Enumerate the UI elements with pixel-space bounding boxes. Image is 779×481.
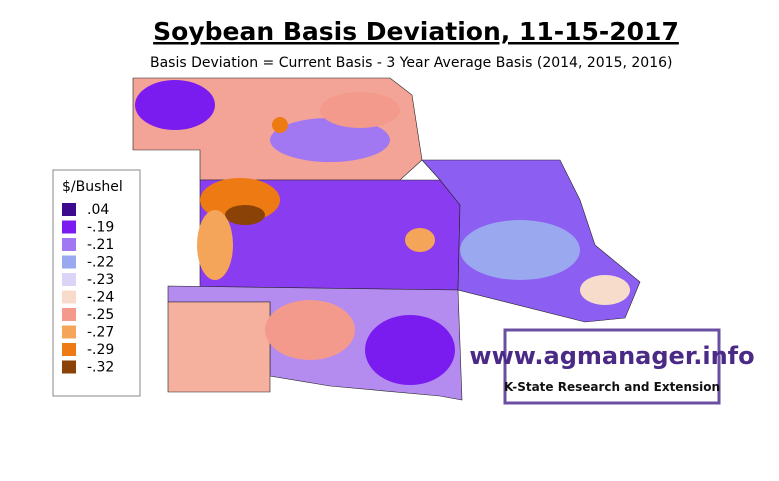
texas-panhandle [167, 301, 271, 393]
legend-label: -.21 [87, 237, 114, 253]
legend-label: -.25 [87, 307, 114, 323]
legend-swatch [62, 238, 76, 251]
legend-swatch [62, 308, 76, 321]
legend-label: -.19 [87, 220, 114, 236]
legend-label: -.29 [87, 342, 114, 358]
legend-swatch [62, 325, 76, 339]
legend-items: .04 -.19-.21 -.22-.23 -.24-.25 -.27-.29 -.32 [62, 202, 114, 376]
legend-swatch [62, 220, 76, 234]
logo-org: K-State Research and Extension [504, 380, 720, 394]
legend-label: -.22 [87, 255, 114, 271]
map [132, 77, 721, 405]
legend-label: -.23 [87, 272, 114, 288]
legend-swatch [62, 290, 76, 304]
legend-swatch [62, 343, 76, 356]
legend-label: .04 [87, 202, 109, 218]
legend-swatch [62, 203, 76, 216]
legend-label: -.32 [87, 360, 114, 376]
legend-label: -.27 [87, 325, 114, 341]
logo-url: www.agmanager.info [469, 342, 754, 370]
shading [135, 80, 630, 385]
legend-swatch [62, 360, 76, 374]
legend-swatch [62, 273, 76, 286]
legend-label: -.24 [87, 290, 114, 306]
legend-title: $/Bushel [62, 179, 123, 195]
title: Soybean Basis Deviation, 11-15-2017 [153, 17, 679, 46]
legend-swatch [62, 255, 76, 269]
subtitle: Basis Deviation = Current Basis - 3 Year… [150, 55, 672, 71]
